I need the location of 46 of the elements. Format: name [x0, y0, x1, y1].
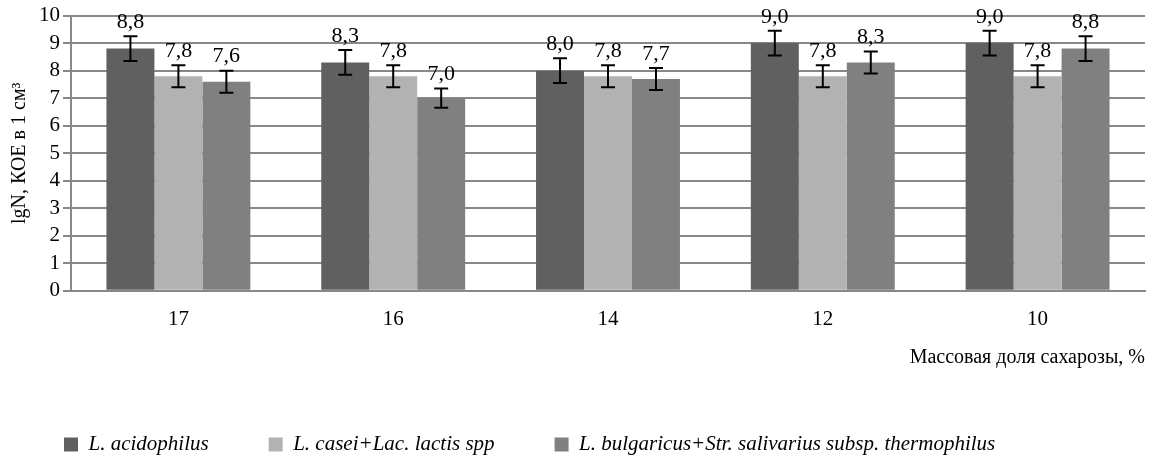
- y-tick-label: 7: [49, 84, 60, 109]
- bar: [1013, 76, 1062, 290]
- x-tick-label: 14: [597, 305, 619, 330]
- x-tick-label: 12: [812, 305, 834, 330]
- data-label: 7,6: [212, 42, 241, 68]
- data-label: 9,0: [761, 2, 789, 28]
- bar: [750, 43, 799, 290]
- data-label: 7,8: [379, 36, 407, 62]
- x-tick-label: 10: [1027, 305, 1049, 330]
- bar: [321, 62, 370, 290]
- y-tick-label: 5: [49, 139, 60, 164]
- legend-label: L. acidophilus: [87, 431, 209, 456]
- x-tick-label: 17: [167, 305, 189, 330]
- bar: [106, 48, 155, 290]
- legend-label: L. casei+Lac. lactis spp: [292, 431, 495, 456]
- data-label: 7,8: [809, 36, 837, 62]
- bar: [536, 70, 585, 290]
- y-tick-label: 4: [49, 167, 61, 192]
- y-tick-label: 1: [49, 249, 60, 274]
- data-label: 8,8: [1071, 8, 1100, 34]
- data-label: 8,0: [546, 30, 574, 56]
- y-tick-label: 3: [49, 194, 60, 219]
- y-tick-label: 6: [49, 112, 60, 137]
- bar: [798, 76, 847, 290]
- legend-label: L. bulgaricus+Str. salivarius subsp. thermophilus: [578, 431, 996, 456]
- x-axis-title: Массовая доля сахарозы, %: [909, 345, 1145, 369]
- data-label: 7,0: [427, 60, 455, 86]
- x-tick-label: 16: [382, 305, 404, 330]
- y-tick-label: 0: [49, 277, 60, 302]
- data-label: 8,3: [331, 21, 359, 47]
- data-label: 8,8: [116, 8, 145, 34]
- bar: [369, 76, 418, 290]
- data-label: 7,8: [164, 36, 193, 62]
- data-label: 7,7: [642, 39, 670, 65]
- y-tick-label: 9: [49, 29, 60, 54]
- data-label: 8,3: [857, 23, 885, 49]
- bar: [584, 76, 632, 290]
- data-label: 7,8: [594, 36, 622, 62]
- y-tick-label: 2: [49, 222, 60, 247]
- y-tick-label: 8: [49, 57, 60, 82]
- bar: [154, 76, 203, 290]
- data-label: 9,0: [975, 2, 1004, 28]
- y-tick-label: 10: [39, 2, 60, 27]
- data-label: 7,8: [1023, 36, 1052, 62]
- bar: [965, 43, 1014, 290]
- y-axis-title: lgN, КОЕ в 1 см³: [7, 82, 31, 224]
